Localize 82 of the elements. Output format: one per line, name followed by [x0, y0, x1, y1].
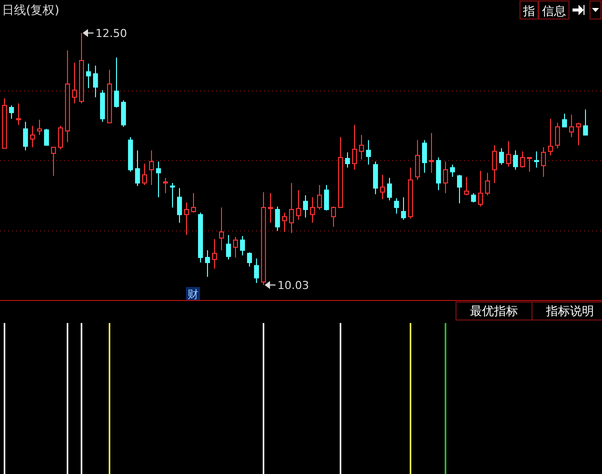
candlestick: [205, 250, 210, 278]
candlestick: [324, 184, 329, 212]
candlestick: [471, 192, 476, 203]
candlestick: [268, 192, 273, 224]
candlestick: [331, 206, 336, 228]
candlestick: [37, 119, 42, 136]
candlestick: [520, 150, 525, 168]
candlestick: [296, 190, 301, 220]
candlestick: [583, 109, 588, 136]
candlestick: [373, 161, 378, 195]
candlestick: [233, 236, 238, 258]
candlestick: [506, 140, 511, 168]
candlestick: [72, 62, 77, 104]
text: 最优指标: [470, 304, 518, 318]
candlestick: [317, 184, 322, 210]
candlestick: [492, 144, 497, 184]
candlestick: [93, 65, 98, 98]
candlestick: [478, 170, 483, 207]
candlestick: [58, 125, 63, 150]
candlestick: [555, 122, 560, 149]
candlestick: [247, 252, 252, 268]
text: 信息: [542, 4, 566, 18]
candlestick: [527, 156, 532, 172]
candlestick: [254, 258, 259, 284]
candlestick: [401, 196, 406, 220]
candlestick: [149, 150, 154, 186]
candlestick: [359, 134, 364, 160]
candlestick: [226, 234, 231, 260]
candlestick: [548, 118, 553, 156]
candlestick: [562, 113, 567, 128]
candlestick: [436, 156, 441, 191]
candlestick: [30, 125, 35, 148]
candlestick: [170, 182, 175, 208]
candlestick: [513, 150, 518, 170]
candlestick: [464, 176, 469, 196]
candlestick: [499, 148, 504, 166]
candlestick: [163, 177, 168, 194]
candlestick: [569, 114, 574, 138]
chart-title: 日线(复权): [2, 3, 60, 17]
candlestick: [9, 104, 14, 120]
candlestick: [394, 198, 399, 214]
candlestick: [541, 146, 546, 178]
candlestick: [303, 194, 308, 218]
report-tag: 财: [186, 287, 200, 301]
candlestick: [387, 177, 392, 201]
candlestick: [219, 206, 224, 251]
candlestick: [429, 132, 434, 174]
candlestick: [135, 150, 140, 187]
annotation: 10.03: [278, 279, 309, 292]
candlestick: [345, 152, 350, 168]
candlestick: [457, 174, 462, 204]
candlestick: [443, 161, 448, 194]
candlestick: [184, 202, 189, 236]
candlestick: [191, 192, 196, 214]
candlestick: [534, 150, 539, 168]
candlestick: [114, 56, 119, 108]
candlestick: [142, 163, 147, 186]
candlestick: [576, 122, 581, 146]
candlestick: [156, 161, 161, 198]
candlestick: [422, 140, 427, 174]
annotation: 12.50: [96, 27, 127, 40]
candlestick: [177, 188, 182, 224]
candlestick: [415, 140, 420, 180]
candlestick: [380, 174, 385, 200]
candlestick: [16, 102, 21, 126]
candlestick: [275, 206, 280, 232]
candlestick: [212, 238, 217, 270]
candlestick: [44, 128, 49, 146]
text: 指: [522, 4, 535, 18]
candlestick: [352, 124, 357, 170]
candlestick: [282, 212, 287, 232]
candlestick: [450, 164, 455, 178]
candlestick: [86, 63, 91, 89]
candlestick: [485, 172, 490, 196]
candlestick: [310, 196, 315, 224]
candlestick: [23, 121, 28, 151]
candlestick: [366, 140, 371, 166]
candlestick: [289, 182, 294, 234]
candlestick: [121, 100, 126, 128]
candlestick: [51, 146, 56, 176]
text: 指标说明: [545, 304, 594, 318]
candlestick: [240, 236, 245, 256]
